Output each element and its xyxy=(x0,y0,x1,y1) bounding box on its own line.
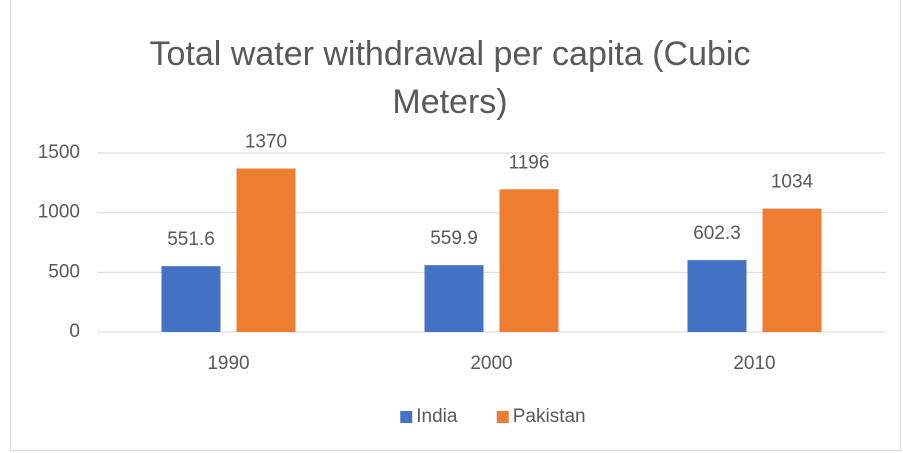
legend-label: India xyxy=(416,406,458,427)
data-label: 1034 xyxy=(771,172,814,193)
bar xyxy=(762,208,822,332)
data-label: 559.9 xyxy=(430,228,478,249)
bar xyxy=(236,168,296,332)
data-label: 1370 xyxy=(245,132,287,153)
y-tick-label: 1000 xyxy=(38,202,80,223)
legend-swatch xyxy=(496,411,509,423)
data-label: 1196 xyxy=(509,152,550,173)
chart-title: Total water withdrawal per capita (Cubic… xyxy=(149,35,751,121)
bar xyxy=(499,189,559,332)
data-label: 602.3 xyxy=(693,223,741,244)
legend-label: Pakistan xyxy=(513,406,586,427)
bar xyxy=(424,265,484,332)
chart-frame xyxy=(10,0,901,451)
bar xyxy=(161,266,221,332)
y-tick-label: 0 xyxy=(69,321,80,342)
data-label: 551.6 xyxy=(167,229,215,250)
y-tick-label: 500 xyxy=(48,261,80,282)
x-tick-label: 2000 xyxy=(470,353,512,374)
bar xyxy=(687,260,747,332)
x-tick-label: 1990 xyxy=(207,353,249,374)
legend-swatch xyxy=(400,411,413,423)
x-tick-label: 2010 xyxy=(733,353,775,374)
y-tick-label: 1500 xyxy=(38,142,80,163)
